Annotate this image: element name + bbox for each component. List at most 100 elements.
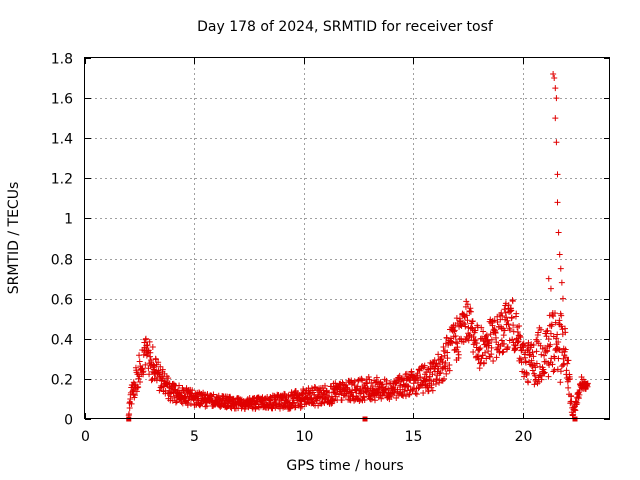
data-point: [134, 384, 141, 391]
data-point: [545, 275, 552, 282]
data-point: [552, 85, 559, 92]
data-point: [558, 323, 565, 330]
y-tick-label: 1.2: [51, 172, 73, 188]
data-point: [491, 326, 498, 333]
data-point: [501, 327, 508, 334]
data-point: [584, 380, 591, 387]
data-point: [480, 328, 487, 335]
data-point: [530, 342, 537, 349]
data-point: [532, 372, 538, 379]
x-axis-label: GPS time / hours: [286, 458, 403, 474]
data-point: [137, 378, 143, 385]
data-point: [540, 370, 547, 377]
data-point: [547, 341, 554, 348]
data-point: [517, 332, 523, 339]
data-point: [126, 405, 133, 412]
data-point: [146, 338, 153, 345]
data-point: [171, 386, 178, 393]
data-point: [514, 339, 521, 346]
data-point: [472, 327, 479, 334]
data-point: [538, 351, 545, 358]
y-tick-label: 0.8: [51, 253, 73, 269]
data-point: [522, 359, 529, 366]
data-point: [544, 327, 551, 334]
data-point: [504, 317, 511, 324]
data-point: [463, 312, 470, 319]
data-point: [483, 332, 490, 339]
data-point: [415, 377, 422, 384]
data-point: [560, 361, 567, 368]
data-point: [535, 329, 542, 336]
data-point: [504, 345, 511, 352]
data-point: [512, 342, 519, 349]
data-point: [203, 402, 210, 409]
data-point: [409, 386, 416, 393]
data-point: [365, 374, 372, 381]
data-point: [146, 371, 153, 378]
data-point: [142, 361, 149, 368]
data-point: [433, 376, 440, 383]
y-tick-label: 1: [64, 212, 73, 228]
data-point: [488, 344, 495, 351]
y-tick-labels: 0 0.2 0.4 0.6 0.8 1 1.2 1.4 1.6 1.8: [51, 52, 73, 429]
data-point: [545, 373, 552, 380]
data-point: [148, 359, 155, 366]
data-point: [505, 321, 512, 328]
data-point: [530, 353, 537, 360]
y-tick-label: 1.4: [51, 132, 73, 148]
data-point: [549, 361, 556, 368]
data-point: [499, 349, 506, 356]
data-point: [554, 199, 561, 206]
x-tick-label: 15: [405, 429, 423, 445]
data-point: [510, 322, 517, 329]
data-point: [210, 391, 217, 398]
data-point: [399, 391, 406, 398]
y-tick-label: 0.6: [51, 293, 73, 309]
data-point: [478, 324, 485, 331]
data-point: [517, 356, 524, 363]
data-point: [541, 369, 548, 376]
data-point: [442, 359, 449, 366]
data-point: [421, 362, 428, 369]
data-point: [155, 359, 162, 366]
data-point: [567, 375, 573, 382]
x-tick-label: 20: [515, 429, 533, 445]
data-point: [176, 382, 183, 389]
x-tick-label: 5: [190, 429, 199, 445]
data-point: [557, 265, 564, 272]
data-point: [574, 399, 581, 406]
data-point: [441, 375, 448, 382]
data-point: [444, 355, 451, 362]
data-point: [388, 393, 395, 400]
data-point: [498, 337, 505, 344]
data-point: [470, 333, 477, 340]
data-point: [322, 382, 328, 389]
data-point: [557, 368, 564, 375]
data-point: [135, 384, 142, 391]
data-point: [443, 370, 450, 377]
data-point: [537, 326, 544, 333]
data-point: [452, 339, 459, 346]
data-point: [517, 334, 524, 341]
data-point: [454, 344, 461, 351]
data-point: [297, 404, 304, 411]
data-point: [372, 397, 378, 404]
data-point: [473, 340, 480, 347]
data-point: [413, 391, 420, 398]
data-point: [144, 342, 151, 349]
data-point: [516, 322, 523, 329]
data-point: [329, 396, 336, 403]
data-point: [532, 364, 539, 371]
data-point: [523, 370, 530, 377]
data-point: [282, 391, 288, 398]
data-point: [550, 71, 557, 78]
data-point: [373, 374, 380, 381]
y-tick-label: 0: [64, 413, 73, 429]
data-point: [551, 366, 558, 373]
data-point: [136, 358, 143, 365]
data-point: [522, 354, 528, 361]
data-point: [455, 351, 462, 358]
data-point: [184, 402, 191, 409]
data-point: [404, 382, 411, 389]
data-point: [548, 321, 555, 328]
